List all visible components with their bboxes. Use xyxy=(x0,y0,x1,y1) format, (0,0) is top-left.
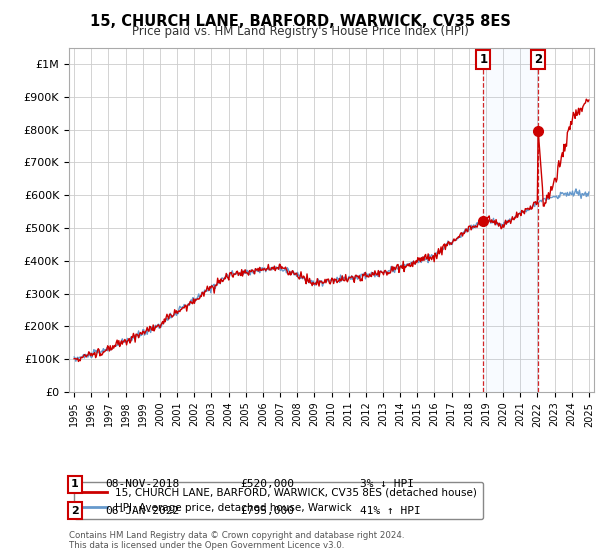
Text: 3% ↓ HPI: 3% ↓ HPI xyxy=(360,479,414,489)
Legend: 15, CHURCH LANE, BARFORD, WARWICK, CV35 8ES (detached house), HPI: Average price: 15, CHURCH LANE, BARFORD, WARWICK, CV35 … xyxy=(74,482,483,519)
Text: 1: 1 xyxy=(71,479,79,489)
Text: 15, CHURCH LANE, BARFORD, WARWICK, CV35 8ES: 15, CHURCH LANE, BARFORD, WARWICK, CV35 … xyxy=(89,14,511,29)
Text: 1: 1 xyxy=(479,53,487,66)
Text: £795,000: £795,000 xyxy=(240,506,294,516)
Text: 06-JAN-2022: 06-JAN-2022 xyxy=(105,506,179,516)
Text: 2: 2 xyxy=(71,506,79,516)
Text: Contains HM Land Registry data © Crown copyright and database right 2024.
This d: Contains HM Land Registry data © Crown c… xyxy=(69,530,404,550)
Text: Price paid vs. HM Land Registry's House Price Index (HPI): Price paid vs. HM Land Registry's House … xyxy=(131,25,469,38)
Bar xyxy=(484,48,538,392)
Text: 08-NOV-2018: 08-NOV-2018 xyxy=(105,479,179,489)
Text: 41% ↑ HPI: 41% ↑ HPI xyxy=(360,506,421,516)
Text: 2: 2 xyxy=(534,53,542,66)
Text: £520,000: £520,000 xyxy=(240,479,294,489)
